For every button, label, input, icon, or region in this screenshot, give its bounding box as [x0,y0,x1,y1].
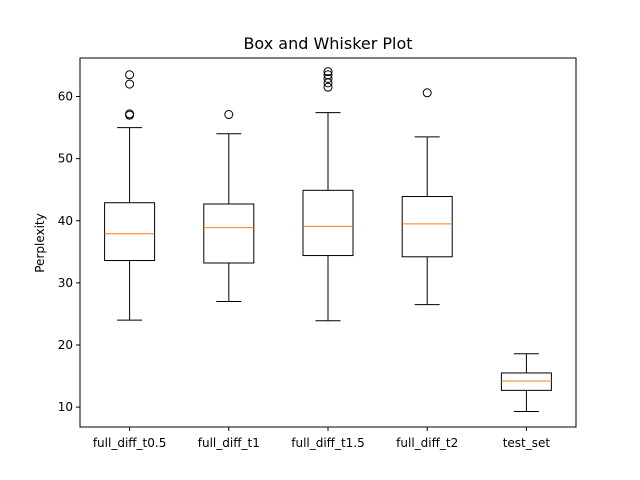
outlier-point [323,67,333,77]
box-group-4 [500,353,552,412]
y-tick-label: 20 [58,338,73,352]
y-axis-label: Perplexity [33,213,47,273]
box-group-1 [203,110,255,303]
x-axis: full_diff_t0.5 full_diff_t1 full_diff_t1.5… [93,427,551,450]
y-tick-label: 30 [58,276,73,290]
box-group-3 [401,88,453,306]
x-tick-label: full_diff_t1 [198,436,260,450]
outlier-point [224,110,234,120]
box-group-2 [302,67,354,322]
box-iqr [203,203,255,264]
outlier-point [323,74,333,83]
outlier-point [125,70,135,80]
box-iqr [104,202,156,262]
x-tick-label: test_set [503,436,551,450]
y-tick-label: 60 [58,90,73,104]
outlier-point [323,70,333,80]
y-tick-label: 50 [58,152,73,166]
y-tick-label: 10 [58,400,73,414]
plot-content [104,67,552,412]
x-tick-label: full_diff_t1.5 [291,436,365,450]
box-group-0 [104,70,156,321]
y-tick-label: 40 [58,214,73,228]
outlier-point [422,88,432,98]
x-tick-label: full_diff_t0.5 [93,436,167,450]
box-iqr [401,196,453,258]
outlier-point [125,109,135,119]
box-iqr [302,189,354,257]
outlier-point [323,82,333,92]
box-iqr [500,372,552,391]
x-tick-label: full_diff_t2 [396,436,458,450]
y-axis: 10 20 30 40 50 60 [58,90,80,414]
chart-title: Box and Whisker Plot [243,34,412,53]
outlier-point [125,79,135,89]
